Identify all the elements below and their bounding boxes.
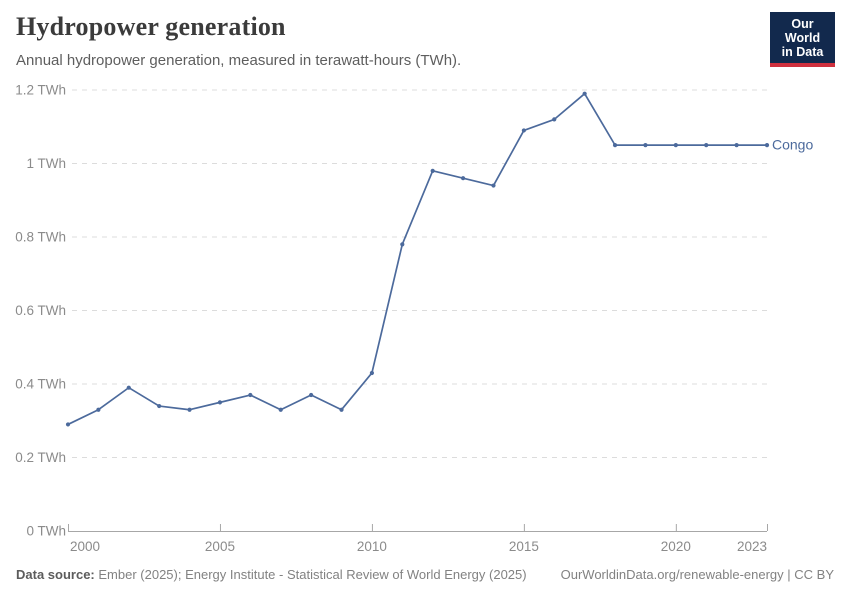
data-point — [309, 392, 314, 398]
series-label: Congo — [772, 137, 813, 153]
series-line-congo — [67, 92, 767, 426]
data-point — [460, 176, 466, 181]
data-point — [764, 143, 770, 148]
y-axis-tick-label: 0 TWh — [26, 524, 66, 539]
data-point — [187, 407, 192, 412]
data-source-text: Ember (2025); Energy Institute - Statist… — [98, 567, 527, 582]
owid-url: OurWorldinData.org/renewable-energy | CC… — [560, 567, 834, 582]
line-chart: 0 TWh 0.2 TWh 0.4 TWh 0.6 TWh 0.8 TWh 1 TWh 1.… — [15, 83, 813, 555]
data-point — [491, 183, 496, 188]
data-point — [612, 143, 618, 148]
data-point — [217, 400, 223, 405]
data-point — [369, 370, 375, 376]
data-point — [65, 422, 71, 427]
x-axis-tick-label: 2020 — [661, 539, 691, 554]
chart-subtitle: Annual hydropower generation, measured i… — [16, 52, 462, 69]
owid-logo: Our World in Data — [770, 12, 835, 67]
data-point — [126, 385, 131, 390]
y-axis-tick-label: 0.8 TWh — [15, 230, 66, 245]
x-axis-tick-label: 2000 — [70, 539, 100, 554]
data-point — [248, 392, 253, 398]
x-axis-tick-label: 2005 — [205, 539, 235, 554]
data-point — [157, 403, 162, 409]
owid-logo-line1: Our World — [784, 17, 821, 45]
chart-title: Hydropower generation — [16, 12, 286, 41]
data-point — [430, 168, 435, 173]
x-axis-tick-label: 2010 — [357, 539, 387, 554]
x-axis-tick-label: 2023 — [737, 539, 767, 554]
data-point — [643, 143, 648, 148]
chart-footer: Data source: Ember (2025); Energy Instit… — [16, 566, 834, 584]
data-point — [734, 143, 739, 148]
data-point — [96, 407, 101, 412]
data-source-note: Data source: Ember (2025); Energy Instit… — [16, 566, 527, 584]
y-axis-tick-label: 0.6 TWh — [15, 303, 66, 318]
y-axis-tick-label: 1 TWh — [26, 156, 66, 171]
y-axis-tick-label: 0.4 TWh — [15, 377, 66, 392]
data-point — [552, 117, 557, 122]
data-point — [521, 128, 526, 133]
y-axis-tick-label: 0.2 TWh — [15, 450, 66, 465]
owid-logo-line2: in Data — [781, 45, 824, 59]
data-source-label: Data source: — [16, 567, 95, 582]
data-point — [673, 143, 678, 148]
data-point — [582, 91, 587, 96]
data-point — [339, 407, 344, 412]
y-axis-tick-label: 1.2 TWh — [15, 83, 66, 98]
x-axis-tick-label: 2015 — [509, 539, 539, 554]
data-point — [278, 407, 283, 412]
data-point — [704, 143, 709, 148]
data-point — [400, 242, 405, 247]
